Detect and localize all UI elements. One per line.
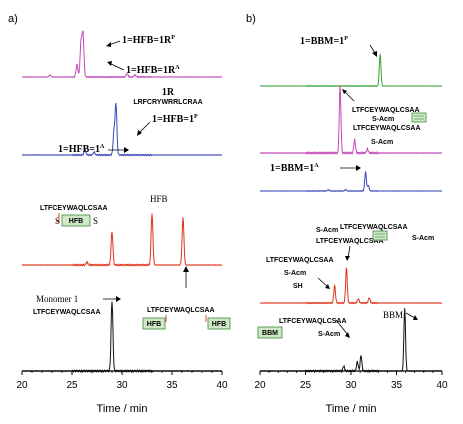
a-red-hfb-box-label: HFB [69,218,83,225]
trace-b-magenta [259,85,443,156]
x-tick-label-a-35: 35 [166,380,178,391]
x-tick-label-a-20: 20 [16,380,28,391]
b-red-arrowhead-1 [325,284,330,289]
x-tick-label-a-40: 40 [216,380,228,391]
a-mag-arrowhead-1 [106,42,111,47]
x-tick-label-b-20: 20 [254,380,266,391]
b-mag-acm-1: S-Acm [372,116,394,123]
a-blue-arrowhead-1 [137,130,142,136]
b-mag-sequence-1: LTFCEYWAQLCSAA [352,107,420,114]
trace-b-red [259,266,443,305]
b-red-arrow-1 [317,277,329,288]
b-mag-arrow [343,90,355,102]
b-red-sh: SH [293,283,303,290]
b-red-acm-top: S-Acm [316,227,338,234]
a-blk-hfb-box-right-label: HFB [212,321,226,328]
trace-a-magenta [21,30,223,79]
a-blk-sequence: LTFCEYWAQLCSAA [147,307,215,314]
trace-b-blue [259,170,443,192]
a-mag-arrowhead-2 [107,61,112,66]
b-blk-bbm-arrow [405,312,416,319]
traces-panel-a [21,30,223,374]
b-red-acm-right: S-Acm [412,235,434,242]
trace-a-red [21,213,223,267]
x-axis-a [21,370,223,375]
x-tick-label-a-25: 25 [66,380,78,391]
a-red-s-left: S [55,216,60,226]
b-blk-bbm-box-label: BBM [262,330,278,337]
b-blk-acm: S-Acm [318,331,340,338]
b-blue-arrowhead [356,165,361,171]
b-blk-bbm-label: BBM [383,310,403,320]
x-tick-label-b-35: 35 [391,380,403,391]
b-mag-linker-box [411,112,427,123]
b-red-linker-box [372,230,388,241]
panel-label-a: a) [8,13,18,25]
b-red-sequence-2: LTFCEYWAQLCSAA [316,238,384,245]
a-red-sequence: LTFCEYWAQLCSAA [40,205,108,212]
b-mag-sequence-2: LTFCEYWAQLCSAA [353,125,421,132]
b-blk-bbm-box [257,326,283,339]
panel-label-b: b) [246,13,256,25]
b-red-acm-3: S-Acm [284,270,306,277]
a-monomer-label: Monomer 1 [36,294,78,304]
a-red-hfb-box [61,214,91,227]
b-blk-arrow [335,319,349,336]
trace-b-green [259,54,443,88]
b-red-arrowhead-2 [345,256,350,261]
b-green-arrowhead [372,51,377,57]
x-tick-label-b-25: 25 [300,380,312,391]
b-red-sequence-3: LTFCEYWAQLCSAA [266,257,334,264]
a-mag-label-1: 1=HFB=1RP [122,35,175,46]
a-blue-arrow-1 [138,121,151,134]
b-blue-label: 1=BBM=1A [270,163,319,174]
a-red-up-arrowhead [183,266,189,272]
x-axis-title-b: Time / min [326,403,377,415]
a-mag-arrow-2 [108,62,125,71]
a-blk-hfb-box-left-label: HFB [147,321,161,328]
b-blk-arrowhead [345,332,350,338]
a-blue-label-2: 1=HFB=1A [58,144,105,155]
b-blk-sequence: LTFCEYWAQLCSAA [279,318,347,325]
b-green-label: 1=BBM=1P [300,36,348,47]
a-blue-arrowhead-2 [124,147,129,153]
a-red-s-right: S [93,216,98,226]
a-mag-label-1r: 1R [162,87,175,98]
a-mag-label-2: 1=HFB=1RA [126,65,180,76]
a-monomer-sequence: LTFCEYWAQLCSAA [33,309,101,316]
a-monomer-arrowhead [116,296,121,302]
x-tick-label-a-30: 30 [116,380,128,391]
b-green-arrow [369,44,376,54]
b-mag-acm-2: S-Acm [371,139,393,146]
b-mag-arrowhead [342,89,347,94]
b-blk-bbm-arrowhead [413,315,418,320]
x-axis-title-a: Time / min [97,403,148,415]
x-tick-label-b-30: 30 [345,380,357,391]
a-mag-sequence: LRFCRYWRRLCRAA [133,99,202,106]
trace-a-blue [21,102,223,157]
a-blk-hfb-box-left [142,317,166,330]
x-tick-label-b-40: 40 [436,380,448,391]
a-blk-hfb-box-right [207,317,231,330]
a-blue-label-1: 1=HFB=1P [152,114,198,125]
x-axis-b [259,370,443,375]
b-red-sequence-1: LTFCEYWAQLCSAA [340,224,408,231]
a-red-hfb-label: HFB [150,194,168,204]
